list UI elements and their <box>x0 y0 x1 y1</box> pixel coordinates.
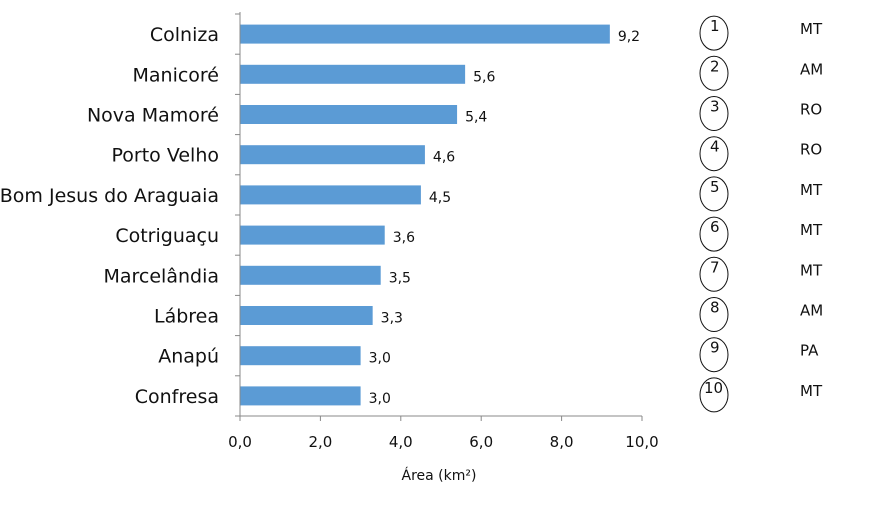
rank-circle <box>699 96 729 131</box>
bar <box>240 346 361 366</box>
rank-list: 1 MT 2 AM 3 RO 4 RO 5 MT 6 MT 7 MT 8 AM 9 PA 10 MT <box>699 15 823 413</box>
state-label: RO <box>800 141 822 159</box>
rank-number: 7 <box>710 258 720 276</box>
rank-number: 6 <box>710 218 720 236</box>
rank-circle <box>699 297 729 332</box>
x-axis-title: Área (km²) <box>402 467 477 484</box>
axes <box>235 12 643 421</box>
rank-number: 5 <box>710 178 720 196</box>
rank-number: 3 <box>710 98 720 116</box>
rank-number: 10 <box>704 379 723 397</box>
x-tick-label: 6,0 <box>469 433 493 451</box>
state-label: AM <box>800 60 823 78</box>
category-label: Cotriguaçu <box>115 225 219 247</box>
category-label: Bom Jesus do Araguaia <box>0 185 219 207</box>
state-label: PA <box>800 342 819 360</box>
x-tick-label: 2,0 <box>308 433 332 451</box>
bar <box>240 265 381 285</box>
x-tick-label: 10,0 <box>625 433 658 451</box>
rank-circle <box>699 15 729 51</box>
category-label: Marcelândia <box>103 265 219 287</box>
category-label: Porto Velho <box>112 145 220 167</box>
rank-circle <box>699 216 729 252</box>
bar <box>240 105 458 124</box>
category-label: Lábrea <box>154 306 219 328</box>
state-label: MT <box>800 221 823 239</box>
category-label: Manicoré <box>132 64 219 86</box>
value-label: 5,4 <box>465 110 487 126</box>
bar <box>240 185 421 205</box>
rank-number: 1 <box>710 17 720 35</box>
bars <box>240 24 610 406</box>
rank-circle <box>699 256 729 292</box>
value-label: 3,5 <box>389 270 411 286</box>
value-label: 5,6 <box>473 69 495 85</box>
value-label: 3,0 <box>369 391 391 407</box>
bar <box>240 386 361 406</box>
value-label: 4,5 <box>429 190 451 206</box>
state-label: MT <box>800 20 823 38</box>
rank-circle <box>699 337 729 373</box>
value-labels: 9,2 5,6 5,4 4,6 4,5 3,6 3,5 3,3 3,0 3,0 <box>369 29 641 407</box>
rank-circle <box>699 377 729 413</box>
bar <box>240 225 385 245</box>
rank-number: 2 <box>710 57 720 75</box>
category-labels: Colniza Manicoré Nova Mamoré Porto Velho Bom… <box>0 24 219 408</box>
category-label: Confresa <box>135 386 219 408</box>
bar <box>240 145 425 165</box>
rank-number: 8 <box>710 299 720 317</box>
value-label: 3,0 <box>369 351 391 367</box>
x-tick-label: 0,0 <box>228 433 252 451</box>
state-label: AM <box>800 302 823 320</box>
value-label: 3,6 <box>393 230 415 246</box>
bar <box>240 24 610 44</box>
category-label: Anapú <box>158 346 219 368</box>
x-tick-labels: 0,0 2,0 4,0 6,0 8,0 10,0 <box>228 433 659 451</box>
value-label: 9,2 <box>618 29 640 45</box>
rank-circle <box>699 176 729 212</box>
category-label: Nova Mamoré <box>87 105 219 127</box>
bar <box>240 306 373 325</box>
rank-circle <box>699 55 729 91</box>
rank-circle <box>699 136 729 172</box>
x-tick-label: 4,0 <box>389 433 413 451</box>
state-label: MT <box>800 261 823 279</box>
state-label: MT <box>800 181 823 199</box>
rank-number: 9 <box>710 339 720 357</box>
state-label: MT <box>800 382 823 400</box>
rank-number: 4 <box>710 138 720 156</box>
x-tick-label: 8,0 <box>550 433 574 451</box>
bar <box>240 64 466 84</box>
state-label: RO <box>800 101 822 119</box>
category-label: Colniza <box>150 24 219 46</box>
value-label: 3,3 <box>381 311 403 327</box>
value-label: 4,6 <box>433 150 455 166</box>
